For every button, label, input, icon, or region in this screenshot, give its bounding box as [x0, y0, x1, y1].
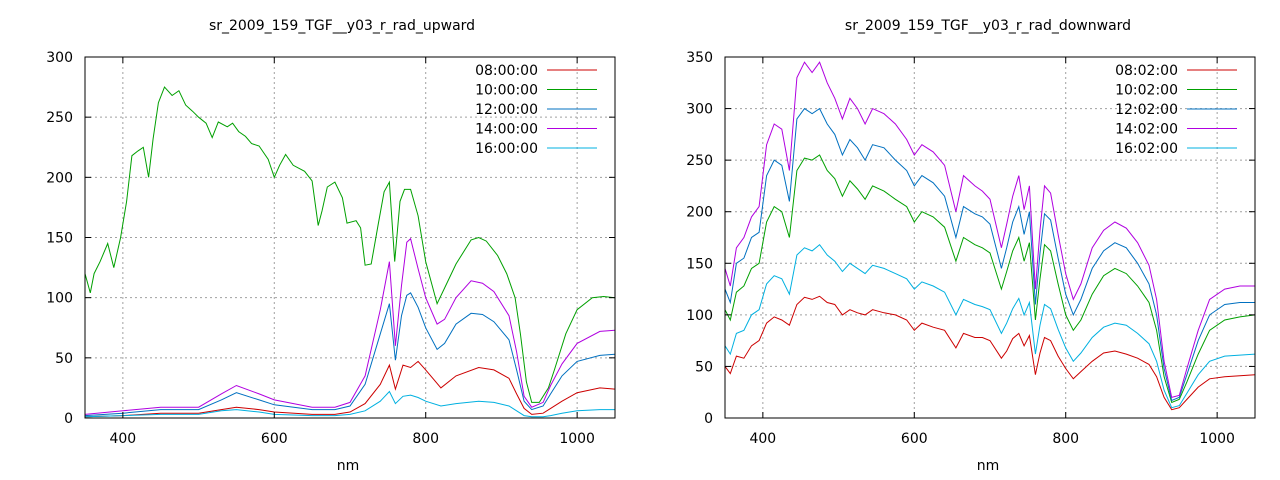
series-line-14-00-00	[85, 237, 615, 415]
y-tick-label: 150	[46, 231, 73, 247]
series-line-10-02-00	[725, 154, 1255, 404]
x-tick-label: 800	[412, 431, 439, 447]
legend-label: 16:00:00	[475, 141, 538, 157]
series-line-10-00-00	[85, 86, 615, 403]
x-tick-label: 800	[1052, 431, 1079, 447]
x-axis-label: nm	[337, 458, 360, 474]
x-tick-label: 600	[901, 431, 928, 447]
y-tick-label: 200	[46, 170, 73, 186]
legend-label: 16:02:00	[1115, 141, 1178, 157]
chart-title: sr_2009_159_TGF__y03_r_rad_upward	[209, 18, 475, 34]
legend-label: 10:02:00	[1115, 83, 1178, 99]
y-tick-label: 250	[46, 110, 73, 126]
y-tick-label: 300	[686, 102, 713, 118]
y-tick-label: 250	[686, 153, 713, 169]
series-line-16-02-00	[725, 243, 1255, 409]
chart-upward: sr_2009_159_TGF__y03_r_rad_upward nm 400…	[46, 18, 616, 474]
series-line-12-02-00	[725, 107, 1255, 402]
series-line-12-00-00	[85, 292, 615, 417]
y-tick-label: 0	[704, 411, 713, 427]
y-tick-label: 100	[46, 291, 73, 307]
y-tick-label: 150	[686, 256, 713, 272]
chart-downward: sr_2009_159_TGF__y03_r_rad_downward nm 4…	[686, 18, 1256, 474]
series-line-16-00-00	[85, 390, 615, 418]
y-tick-label: 50	[695, 359, 713, 375]
x-tick-label: 600	[261, 431, 288, 447]
y-tick-label: 300	[46, 50, 73, 66]
legend-label: 14:02:00	[1115, 122, 1178, 138]
x-tick-label: 1000	[559, 431, 595, 447]
legend-label: 12:00:00	[475, 102, 538, 118]
y-tick-label: 350	[686, 50, 713, 66]
y-tick-label: 100	[686, 308, 713, 324]
series-line-14-02-00	[725, 61, 1255, 399]
plot-frame	[724, 56, 1256, 419]
legend-label: 08:02:00	[1115, 63, 1178, 79]
chart-title: sr_2009_159_TGF__y03_r_rad_downward	[845, 18, 1131, 34]
y-tick-label: 50	[55, 351, 73, 367]
x-tick-label: 1000	[1199, 431, 1235, 447]
x-tick-label: 400	[109, 431, 136, 447]
y-tick-label: 200	[686, 205, 713, 221]
x-axis-label: nm	[977, 458, 1000, 474]
legend-label: 12:02:00	[1115, 102, 1178, 118]
legend-label: 14:00:00	[475, 122, 538, 138]
series-line-08-00-00	[85, 360, 615, 418]
legend-label: 10:00:00	[475, 83, 538, 99]
x-tick-label: 400	[749, 431, 776, 447]
legend-label: 08:00:00	[475, 63, 538, 79]
y-tick-label: 0	[64, 411, 73, 427]
series-line-08-02-00	[725, 295, 1255, 411]
